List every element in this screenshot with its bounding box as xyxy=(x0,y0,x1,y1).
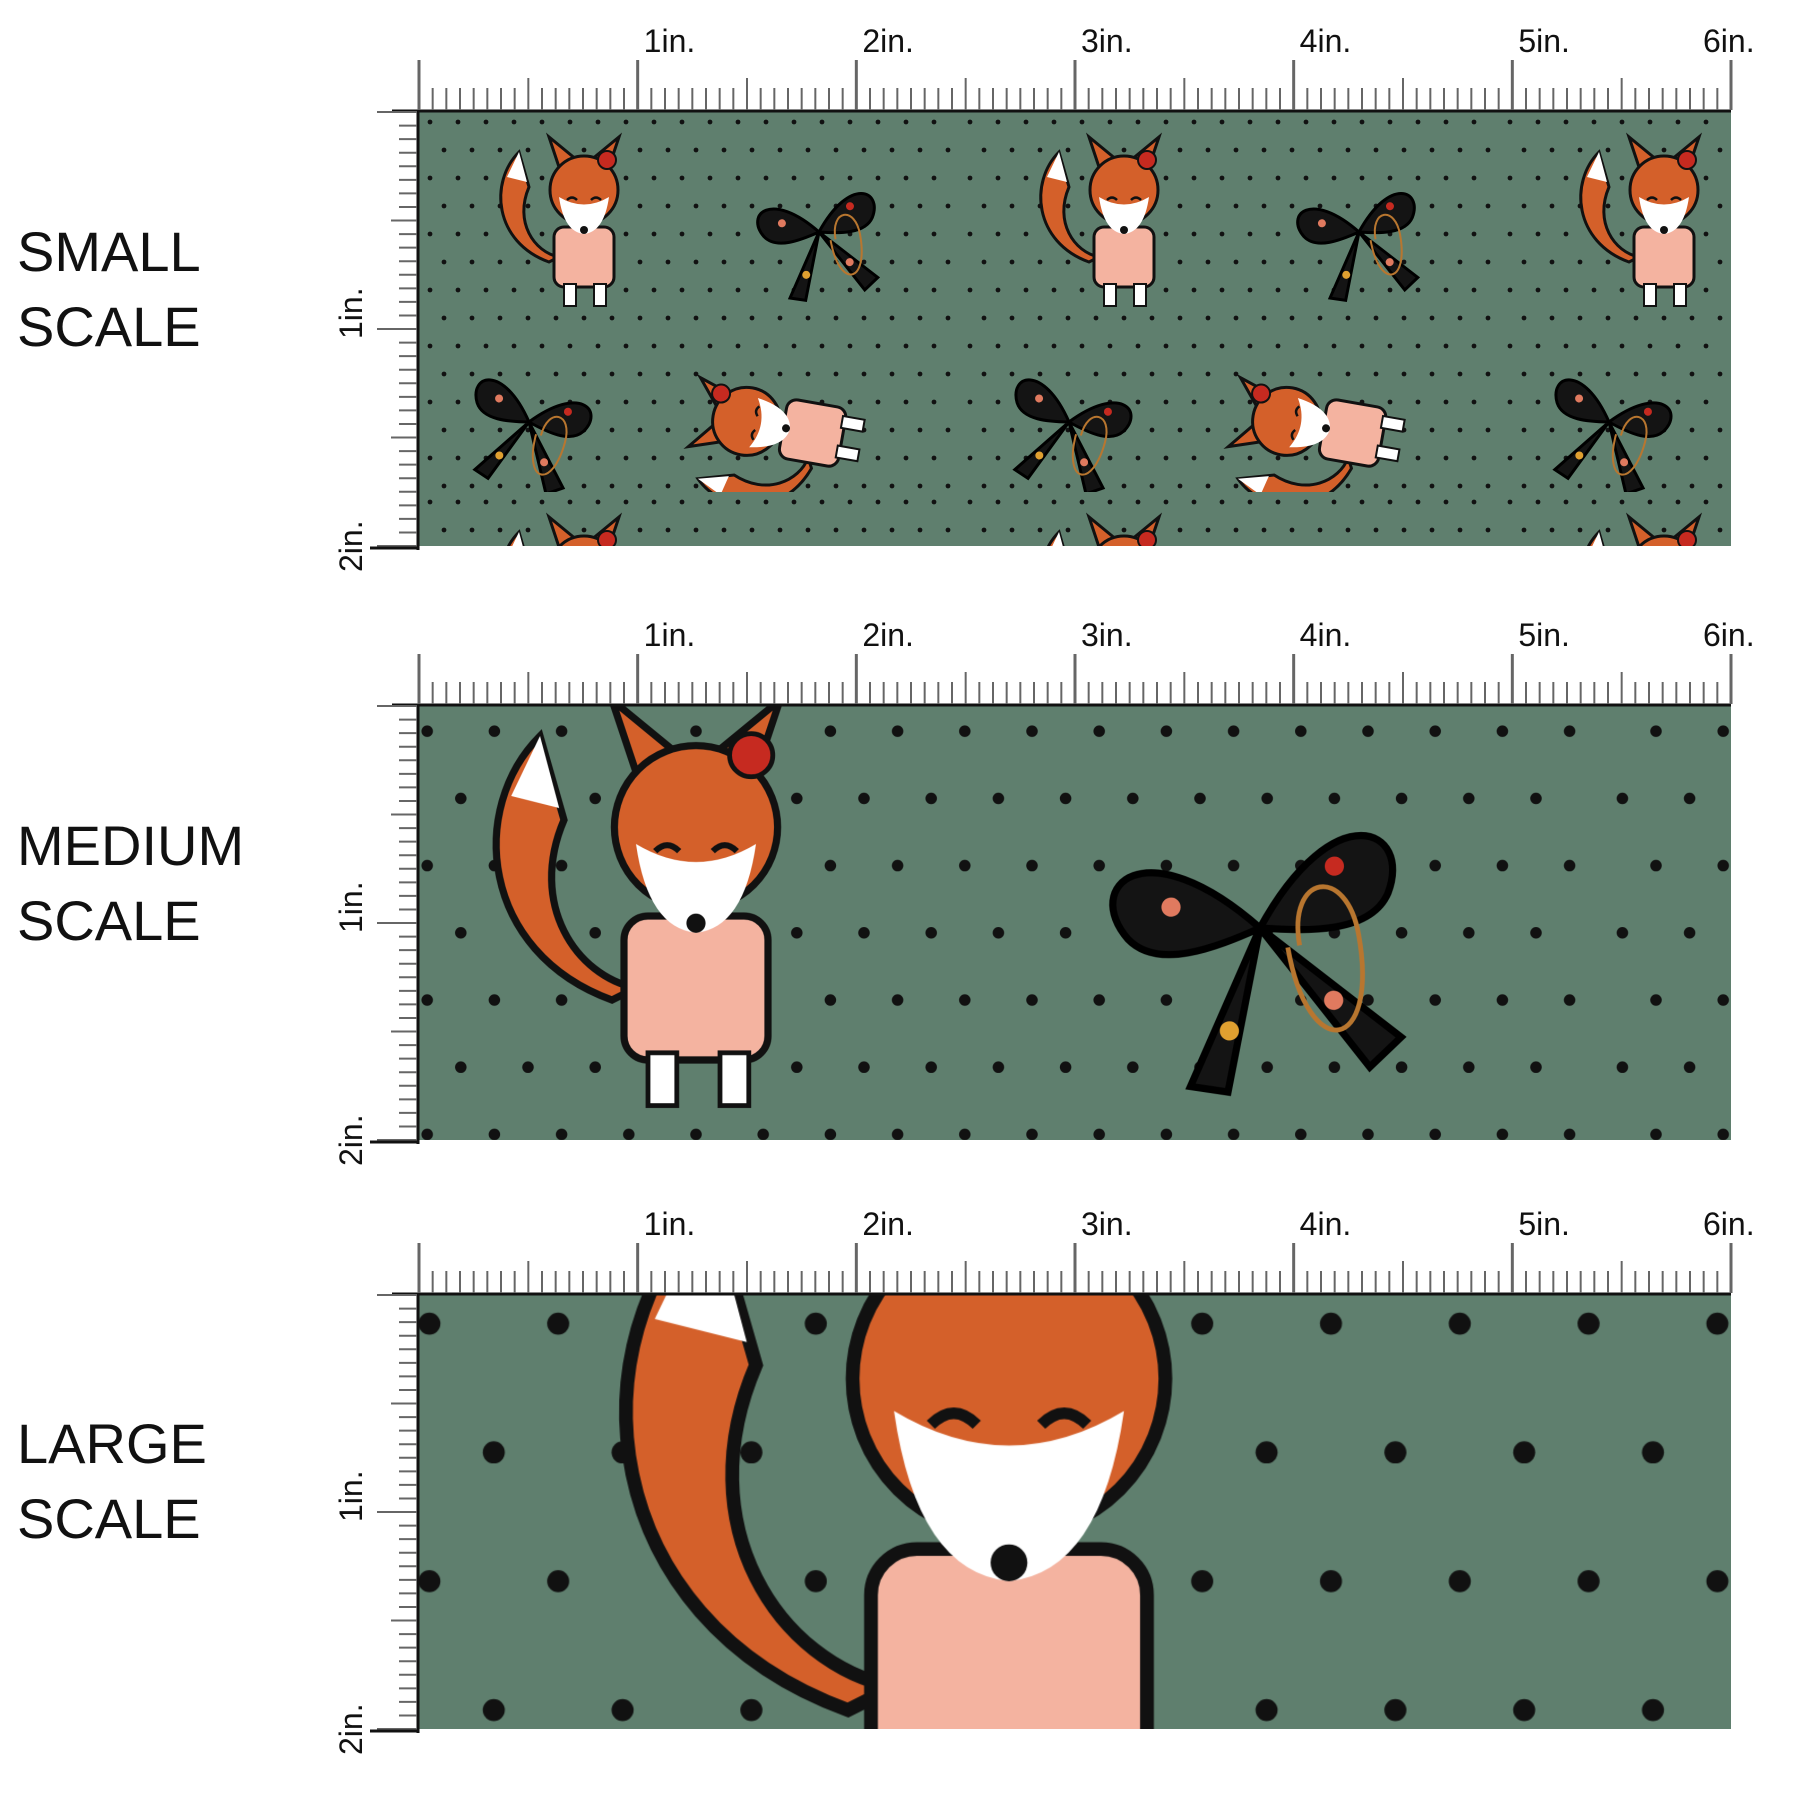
ruler-label: 2in. xyxy=(333,1703,369,1755)
fabric-panel: SMALL SCALE 1in. 2in. 3in. 4in. 5in. 6in. 1in. 2i… xyxy=(17,23,1755,572)
ruler-label: 5in. xyxy=(1518,1206,1570,1242)
scale-label: MEDIUM xyxy=(17,814,244,877)
ruler-label: 1in. xyxy=(333,1470,369,1522)
fabric-pattern xyxy=(419,1295,1731,1729)
ruler-label: 1in. xyxy=(644,617,696,653)
ruler-label: 2in. xyxy=(862,23,914,59)
ruler-label: 3in. xyxy=(1081,617,1133,653)
ruler-label: 6in. xyxy=(1703,617,1755,653)
fabric-panel: LARGE SCALE 1in. 2in. 3in. 4in. 5in. 6in. 1in. 2i… xyxy=(17,1206,1755,1755)
ruler-label: 5in. xyxy=(1518,617,1570,653)
panels: SMALL SCALE 1in. 2in. 3in. 4in. 5in. 6in. 1in. 2i… xyxy=(17,23,1755,1755)
ruler-label: 5in. xyxy=(1518,23,1570,59)
ruler-label: 1in. xyxy=(333,287,369,339)
ruler-label: 6in. xyxy=(1703,1206,1755,1242)
ruler-label: 6in. xyxy=(1703,23,1755,59)
ruler-label: 2in. xyxy=(333,520,369,572)
ruler-label: 3in. xyxy=(1081,1206,1133,1242)
ruler-label: 2in. xyxy=(862,617,914,653)
ruler-label: 4in. xyxy=(1300,23,1352,59)
ruler-label: 4in. xyxy=(1300,617,1352,653)
ruler-label: 4in. xyxy=(1300,1206,1352,1242)
scale-label: SCALE xyxy=(17,1487,201,1550)
fabric-panel: MEDIUM SCALE 1in. 2in. 3in. 4in. 5in. 6in. 1in. 2… xyxy=(17,617,1755,1166)
fabric-pattern xyxy=(419,112,1731,546)
scale-label: SMALL xyxy=(17,220,201,283)
ruler-label: 3in. xyxy=(1081,23,1133,59)
scale-label: SCALE xyxy=(17,295,201,358)
ruler-label: 2in. xyxy=(862,1206,914,1242)
ruler-label: 1in. xyxy=(644,23,696,59)
ruler-label: 1in. xyxy=(644,1206,696,1242)
fabric-pattern xyxy=(419,706,1731,1140)
scale-label: SCALE xyxy=(17,889,201,952)
ruler-label: 2in. xyxy=(333,1114,369,1166)
scale-label: LARGE xyxy=(17,1412,207,1475)
ruler-label: 1in. xyxy=(333,881,369,933)
